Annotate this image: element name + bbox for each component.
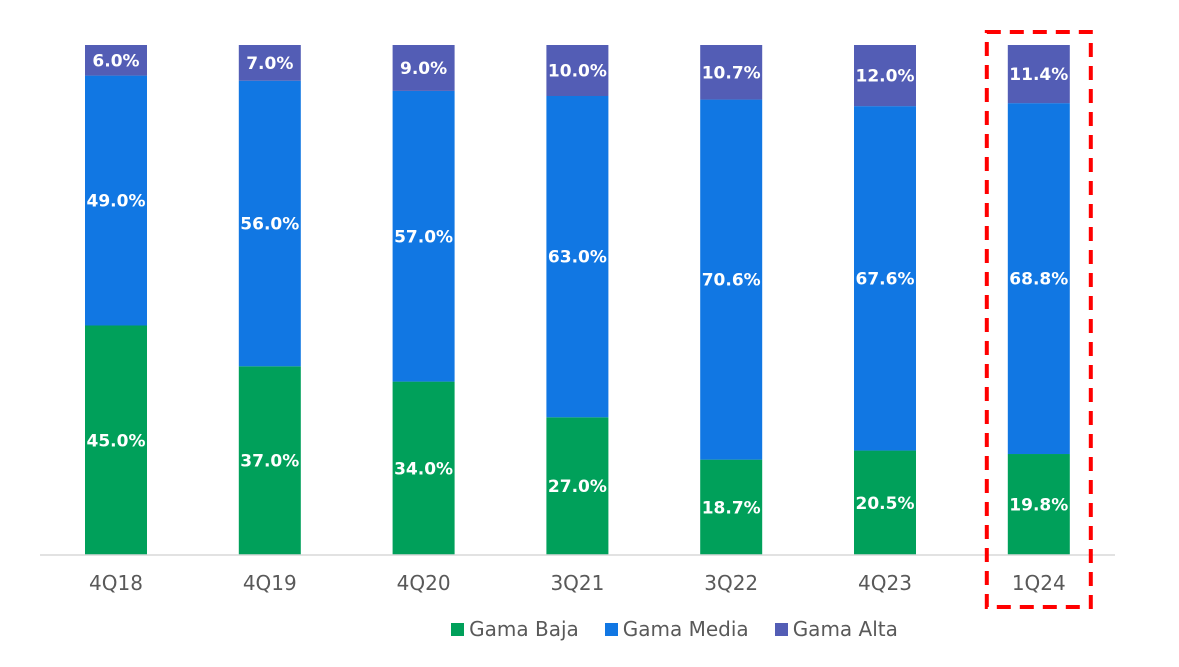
x-tick-label-4q20: 4Q20: [397, 571, 451, 595]
bar-gama-media-1q24: [1007, 103, 1070, 455]
legend-swatch-gama-alta: [774, 622, 788, 636]
highlight-box: [984, 30, 1093, 609]
data-label-gama-alta-4q20: 9.0%: [400, 59, 447, 79]
legend: Gama Baja Gama Media Gama Alta: [0, 617, 1179, 641]
data-label-gama-alta-3q21: 10.0%: [548, 62, 607, 82]
data-label-gama-baja-4q23: 20.5%: [856, 494, 915, 514]
bar-gama-baja-4q20: [392, 381, 455, 555]
data-label-gama-baja-1q24: 19.8%: [1009, 496, 1068, 516]
bar-gama-baja-4q23: [854, 450, 916, 555]
bar-gama-alta-3q22: [700, 45, 763, 100]
x-tick-label-1q24: 1Q24: [1012, 571, 1066, 595]
bar-gama-alta-4q23: [854, 45, 916, 107]
data-label-gama-media-4q19: 56.0%: [240, 215, 299, 235]
legend-item-gama-media: Gama Media: [604, 617, 749, 641]
bar-gama-alta-4q18: [85, 45, 147, 76]
data-label-gama-baja-4q19: 37.0%: [240, 452, 299, 472]
legend-label-gama-alta: Gama Alta: [792, 617, 898, 641]
data-label-gama-alta-4q19: 7.0%: [246, 54, 293, 74]
bar-gama-baja-3q21: [546, 417, 609, 555]
data-label-gama-media-3q22: 70.6%: [702, 271, 761, 291]
data-label-gama-alta-3q22: 10.7%: [702, 63, 761, 83]
bars-group: 45.0% 49.0% 6.0% 37.0% 56.0% 7.0% 34.0% 57.0% 9.…: [85, 45, 1070, 555]
stacked-bar-chart: 45.0% 49.0% 6.0% 37.0% 56.0% 7.0% 34.0% 57.0% 9.…: [40, 30, 1115, 609]
bar-gama-media-4q20: [392, 90, 455, 382]
bar-gama-media-4q23: [854, 106, 916, 451]
legend-item-gama-baja: Gama Baja: [281, 617, 579, 641]
data-label-gama-alta-4q18: 6.0%: [92, 51, 139, 71]
data-label-gama-baja-4q20: 34.0%: [394, 459, 453, 479]
data-label-gama-alta-4q23: 12.0%: [856, 67, 915, 87]
data-label-gama-media-4q18: 49.0%: [87, 192, 146, 212]
bar-gama-alta-1q24: [1007, 45, 1070, 104]
legend-label-gama-baja: Gama Baja: [469, 617, 579, 641]
legend-label-gama-media: Gama Media: [622, 617, 749, 641]
x-tick-label-3q21: 3Q21: [550, 571, 604, 595]
bar-gama-baja-1q24: [1007, 454, 1070, 555]
data-label-gama-baja-3q21: 27.0%: [548, 477, 607, 497]
bar-gama-media-3q22: [700, 99, 763, 460]
data-label-gama-media-4q20: 57.0%: [394, 227, 453, 247]
data-label-gama-alta-1q24: 11.4%: [1009, 65, 1068, 85]
bar-gama-media-4q19: [238, 80, 301, 367]
bar-gama-media-3q21: [546, 96, 609, 418]
bar-gama-alta-4q20: [392, 45, 455, 91]
bar-gama-baja-4q18: [85, 325, 147, 555]
x-tick-label-4q19: 4Q19: [243, 571, 297, 595]
bar-gama-alta-3q21: [546, 45, 609, 96]
data-label-gama-media-1q24: 68.8%: [1009, 270, 1068, 290]
x-axis-ticks: 4Q18 4Q19 4Q20 3Q21 3Q22 4Q23 1Q24: [89, 571, 1066, 595]
bar-gama-baja-3q22: [700, 459, 763, 555]
data-label-gama-media-3q21: 63.0%: [548, 248, 607, 268]
x-tick-label-3q22: 3Q22: [704, 571, 758, 595]
x-tick-label-4q18: 4Q18: [89, 571, 143, 595]
legend-item-gama-alta: Gama Alta: [774, 617, 898, 641]
data-label-gama-media-4q23: 67.6%: [856, 269, 915, 289]
data-label-gama-baja-4q18: 45.0%: [87, 431, 146, 451]
x-tick-label-4q23: 4Q23: [858, 571, 912, 595]
data-label-gama-baja-3q22: 18.7%: [702, 498, 761, 518]
legend-swatch-gama-baja: [451, 622, 465, 636]
legend-swatch-gama-media: [604, 622, 618, 636]
bar-gama-baja-4q19: [238, 366, 301, 555]
bar-gama-alta-4q19: [238, 45, 301, 81]
bar-gama-media-4q18: [85, 75, 147, 326]
